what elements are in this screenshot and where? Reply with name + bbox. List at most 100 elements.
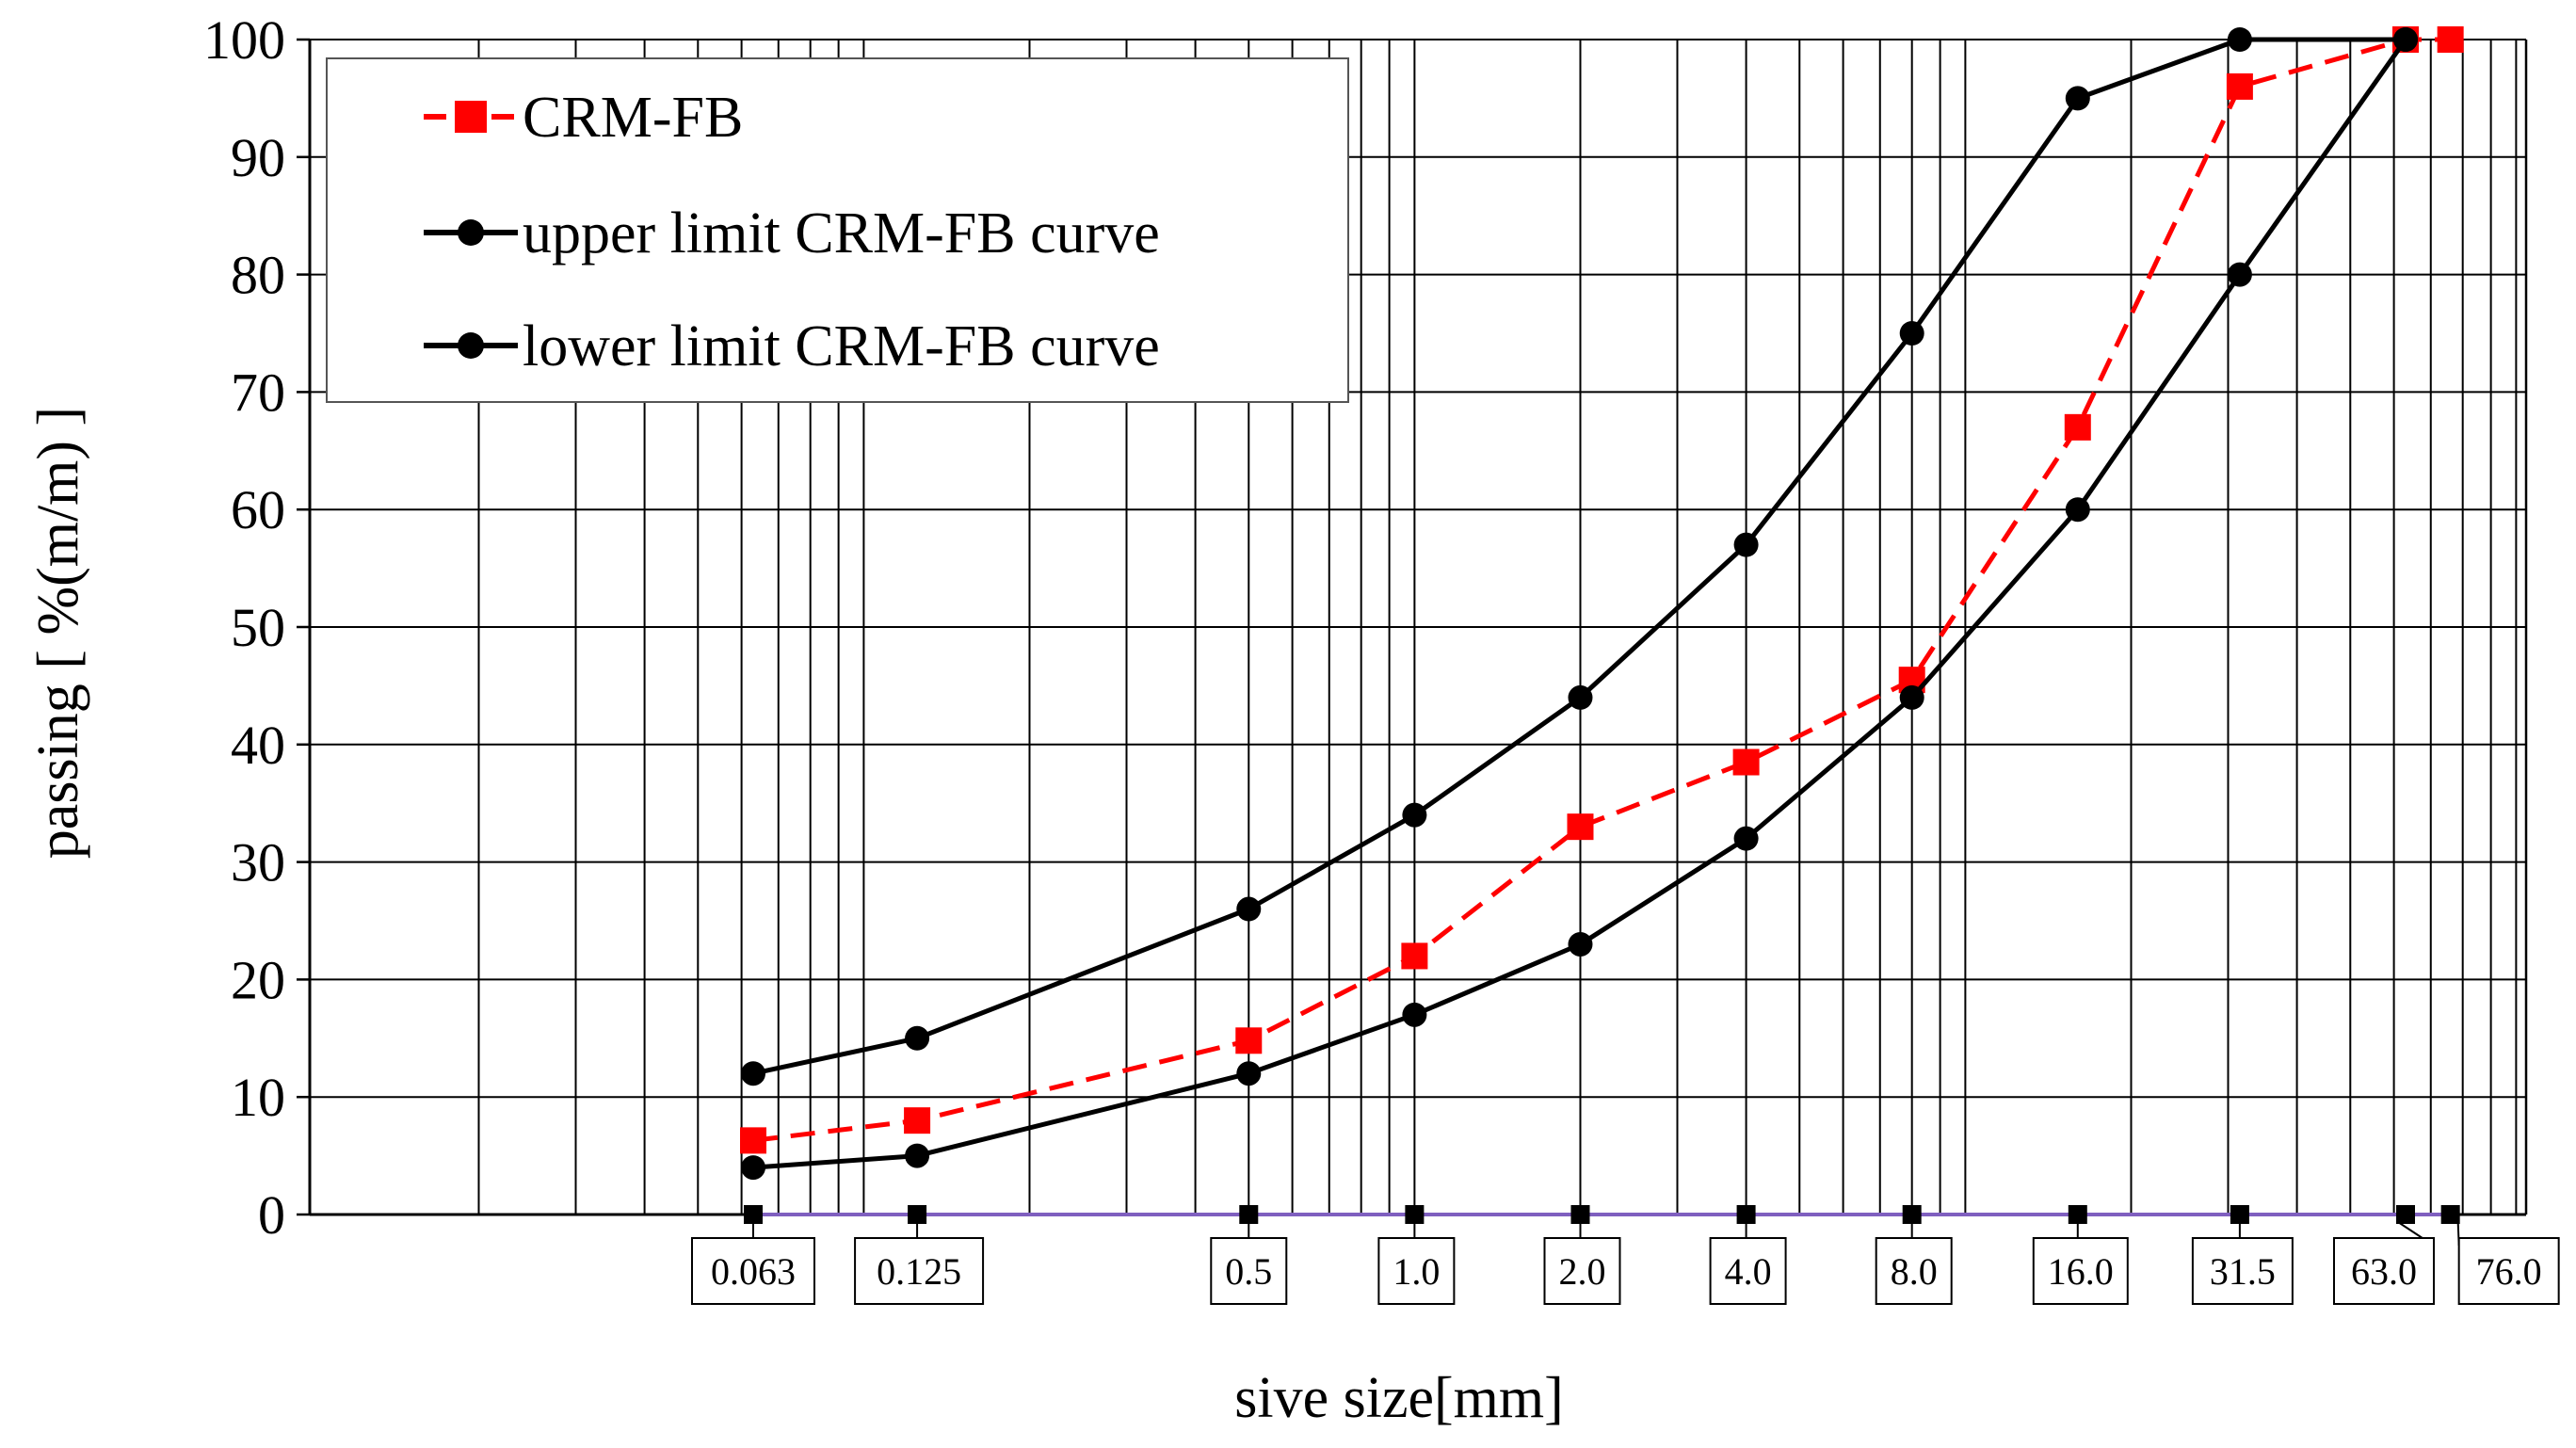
legend-label-upper-limit: upper limit CRM-FB curve — [523, 201, 1160, 265]
series-line — [752, 37, 2406, 1076]
sieve-marker — [2396, 1205, 2415, 1224]
series-line — [752, 37, 2451, 1143]
sieve-label-text: 0.125 — [877, 1250, 961, 1293]
data-point — [2064, 413, 2091, 441]
legend-marker-crm-fb — [455, 101, 487, 133]
data-point — [1899, 321, 1924, 346]
y-tick-label: 100 — [203, 9, 285, 71]
data-point — [905, 1143, 930, 1168]
sieve-label-63.0: 63.0 — [2333, 1221, 2435, 1305]
y-tick-label: 50 — [231, 597, 285, 658]
legend-item-upper-limit: upper limit CRM-FB curve — [424, 201, 1160, 265]
data-point — [2227, 262, 2252, 287]
sieve-label-text: 2.0 — [1558, 1250, 1605, 1293]
sieve-label-0.125: 0.125 — [854, 1224, 985, 1305]
sieve-marker — [1570, 1205, 1590, 1224]
sieve-size-labels: 0.063 0.125 0.5 1.0 2.0 4.0 8.0 16.0 31.5 63.0 76.… — [691, 1221, 2560, 1305]
data-point — [2393, 27, 2418, 52]
sieve-label-text: 63.0 — [2351, 1250, 2417, 1293]
sieve-label-text: 8.0 — [1891, 1250, 1938, 1293]
series-lower-limit — [741, 27, 2418, 1181]
sieve-label-text: 76.0 — [2476, 1250, 2542, 1293]
y-tick-label: 80 — [231, 245, 285, 306]
y-tick-label: 30 — [231, 832, 285, 893]
data-point — [2227, 27, 2252, 52]
data-point — [905, 1025, 930, 1051]
data-point — [1402, 1002, 1427, 1027]
legend: CRM-FB upper limit CRM-FB curve lower li… — [326, 57, 1349, 403]
data-point — [741, 1061, 765, 1086]
sieve-marker — [744, 1205, 763, 1224]
data-point — [2437, 26, 2464, 53]
series-upper-limit — [741, 27, 2418, 1086]
sieve-label-76.0: 76.0 — [2456, 1221, 2560, 1305]
sieve-label-0.063: 0.063 — [691, 1224, 815, 1305]
data-point — [741, 1155, 765, 1181]
y-tick-label: 60 — [231, 479, 285, 540]
legend-label-crm-fb: CRM-FB — [523, 86, 743, 150]
sieve-label-text: 4.0 — [1725, 1250, 1772, 1293]
sieve-label-2.0: 2.0 — [1543, 1224, 1621, 1305]
series — [740, 26, 2464, 1181]
data-point — [1401, 942, 1428, 970]
sieve-label-text: 16.0 — [2048, 1250, 2114, 1293]
data-point — [740, 1127, 766, 1154]
sieve-marker — [1405, 1205, 1425, 1224]
sieve-label-box — [1210, 1237, 1288, 1305]
data-point — [1733, 826, 1759, 851]
data-point — [1732, 748, 1760, 776]
sieve-label-text: 1.0 — [1393, 1250, 1440, 1293]
x-axis-title: sive size[mm] — [1234, 1366, 1564, 1430]
sieve-marker — [2440, 1205, 2460, 1224]
y-tick-label: 40 — [231, 715, 285, 776]
sieve-label-0.5: 0.5 — [1210, 1224, 1288, 1305]
sieve-label-4.0: 4.0 — [1709, 1224, 1787, 1305]
sieve-label-box — [1377, 1237, 1456, 1305]
sieve-label-box — [2333, 1237, 2435, 1305]
sieve-label-box — [1875, 1237, 1953, 1305]
y-tick-label: 10 — [231, 1067, 285, 1128]
sieve-label-box — [854, 1237, 985, 1305]
y-tick-label: 20 — [231, 949, 285, 1010]
y-tick-label: 0 — [258, 1184, 285, 1246]
data-point — [1235, 1027, 1263, 1054]
sieve-marker — [1902, 1205, 1922, 1224]
legend-label-lower-limit: lower limit CRM-FB curve — [523, 314, 1160, 378]
sieve-label-box — [1709, 1237, 1787, 1305]
data-point — [1567, 813, 1594, 841]
sieve-label-box — [2457, 1237, 2560, 1305]
data-point — [1733, 532, 1759, 557]
y-tick-label: 70 — [231, 362, 285, 423]
data-point — [904, 1107, 931, 1134]
sieve-label-text: 0.063 — [711, 1250, 796, 1293]
sieve-marker — [1736, 1205, 1756, 1224]
sieve-marker — [908, 1205, 927, 1224]
sieve-label-text: 31.5 — [2210, 1250, 2276, 1293]
sieve-label-box — [691, 1237, 815, 1305]
sieve-label-box — [2032, 1237, 2129, 1305]
sieve-label-1.0: 1.0 — [1377, 1224, 1456, 1305]
data-point — [1899, 684, 1924, 710]
data-point — [2065, 86, 2090, 111]
legend-item-crm-fb: CRM-FB — [424, 86, 743, 150]
sieve-marker — [1239, 1205, 1259, 1224]
y-tick-label: 90 — [231, 127, 285, 188]
sieve-label-8.0: 8.0 — [1875, 1224, 1953, 1305]
sieve-marker — [2068, 1205, 2087, 1224]
data-point — [2226, 72, 2253, 100]
axes: 0 10 20 30 40 50 60 70 80 90 100 — [203, 9, 2526, 1246]
sieve-label-box — [2191, 1237, 2294, 1305]
data-point — [1568, 684, 1593, 710]
data-point — [2065, 497, 2090, 523]
data-point — [1236, 1061, 1262, 1086]
legend-marker-upper-limit — [458, 219, 484, 246]
sieve-label-text: 0.5 — [1225, 1250, 1272, 1293]
data-point — [1402, 802, 1427, 828]
y-axis-title: passing [ %(m/m) ] — [26, 407, 90, 859]
sieve-label-16.0: 16.0 — [2032, 1224, 2129, 1305]
series-line — [752, 38, 2408, 1170]
legend-marker-lower-limit — [458, 332, 484, 359]
sieve-label-box — [1543, 1237, 1621, 1305]
legend-item-lower-limit: lower limit CRM-FB curve — [424, 314, 1160, 378]
